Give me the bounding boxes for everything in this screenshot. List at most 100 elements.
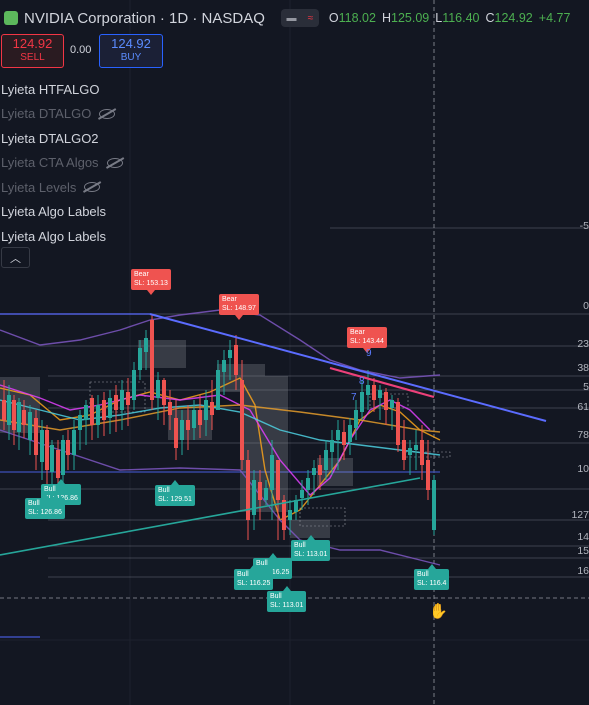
minus-icon: ▬	[286, 12, 297, 24]
sell-label: SELL	[20, 52, 45, 63]
candle-body	[192, 410, 196, 428]
bull-signal-tag[interactable]: Bull SL: 116.4	[414, 564, 450, 590]
candle-body	[72, 430, 76, 455]
candle-body	[210, 402, 214, 415]
eye-off-icon[interactable]	[84, 182, 101, 193]
spread-value: 0.00	[70, 44, 92, 56]
candle-body	[258, 482, 262, 500]
candle-body	[17, 402, 21, 432]
candle-body	[378, 390, 382, 398]
candle-body	[288, 510, 292, 520]
price-axis-label: -5	[579, 220, 589, 232]
candle-body	[108, 398, 112, 418]
candle-body	[198, 410, 202, 425]
candle-body	[414, 445, 418, 450]
price-axis-label: 15	[577, 545, 589, 557]
candle-body	[22, 410, 26, 425]
nvidia-logo-icon	[4, 11, 18, 25]
eye-off-icon[interactable]	[99, 108, 116, 119]
candle-body	[402, 440, 406, 460]
price-axis-label: 16	[577, 565, 589, 577]
candle-body	[420, 440, 424, 465]
candle-body	[270, 455, 274, 490]
price-axis-label: 23	[577, 338, 589, 350]
equals-icon: ≈	[307, 12, 314, 24]
price-axis-label: 0	[583, 300, 589, 312]
candle-body	[282, 500, 286, 530]
candle-body	[2, 400, 6, 420]
buy-price: 124.92	[111, 36, 151, 51]
candle-body	[61, 440, 65, 475]
indicator-item[interactable]: Lyieta Levels	[1, 175, 123, 200]
buy-label: BUY	[120, 52, 142, 63]
symbol-title[interactable]: NVIDIA Corporation · 1D · NASDAQ	[24, 9, 265, 27]
candle-body	[360, 392, 364, 412]
indicator-item[interactable]: Lyieta Algo Labels	[1, 204, 107, 220]
candle-body	[132, 370, 136, 400]
indicator-item[interactable]: Lyieta DTALGO2	[1, 130, 99, 146]
candle-body	[330, 440, 334, 452]
indicator-item[interactable]: Lyieta Algo Labels	[1, 228, 107, 244]
candle-body	[306, 478, 310, 490]
buy-button[interactable]: 124.92 BUY	[99, 34, 163, 68]
candle-body	[426, 460, 430, 490]
candle-body	[66, 440, 70, 455]
visibility-toggle[interactable]: ▬ ≈	[280, 9, 319, 27]
candle-body	[40, 430, 44, 462]
candle-body	[186, 420, 190, 430]
candle-body	[34, 418, 38, 455]
candle-body	[324, 450, 328, 470]
wave-count-label: 7	[351, 392, 357, 403]
candle-body	[384, 392, 388, 410]
price-axis-label: 61	[577, 401, 589, 413]
sell-button[interactable]: 124.92 SELL	[1, 34, 64, 68]
candle-body	[228, 350, 232, 358]
candle-body	[234, 345, 238, 375]
indicator-item[interactable]: Lyieta HTFALGO	[1, 81, 100, 97]
bull-signal-tag[interactable]: Bull SL: 113.01	[267, 586, 307, 612]
bull-signal-tag[interactable]: Bull SL: 129.51	[155, 480, 195, 506]
candle-body	[96, 405, 100, 425]
candle-body	[144, 338, 148, 352]
eye-off-icon[interactable]	[106, 157, 123, 168]
candle-body	[50, 445, 54, 472]
wave-count-label: 9	[366, 348, 372, 359]
bear-signal-tag[interactable]: Bear SL: 148.97	[219, 294, 259, 320]
candle-body	[222, 360, 226, 372]
candle-body	[156, 380, 160, 398]
candle-body	[366, 385, 370, 395]
price-axis-label: 38	[577, 362, 589, 374]
bull-signal-tag[interactable]: Bull SL: 113.01	[291, 535, 331, 561]
hand-cursor-icon: ✋	[429, 603, 448, 620]
bear-signal-tag[interactable]: Bear SL: 143.44	[347, 327, 387, 353]
candle-body	[84, 405, 88, 420]
indicator-item[interactable]: Lyieta DTALGO	[1, 102, 123, 127]
candle-body	[240, 380, 244, 460]
candle-body	[45, 430, 49, 470]
candle-body	[216, 370, 220, 410]
candle-body	[294, 500, 298, 512]
candle-body	[204, 400, 208, 420]
candle-body	[348, 425, 352, 442]
ohlc-readout: O118.02 H125.09 L116.40 C124.92 +4.77	[328, 11, 571, 25]
candle-body	[126, 392, 130, 405]
moving-average-line	[0, 377, 441, 521]
candle-body	[318, 465, 322, 475]
chart-header: NVIDIA Corporation · 1D · NASDAQ ▬ ≈ O118…	[0, 6, 576, 30]
indicator-legend: Lyieta HTFALGO Lyieta DTALGO Lyieta DTAL…	[1, 77, 123, 249]
bear-signal-tag[interactable]: Bear SL: 153.13	[131, 269, 171, 295]
candle-body	[120, 390, 124, 410]
candle-body	[252, 480, 256, 515]
candle-body	[56, 450, 60, 478]
candle-body	[180, 420, 184, 440]
candle-body	[336, 430, 340, 440]
indicator-item[interactable]: Lyieta CTA Algos	[1, 151, 123, 176]
candle-body	[300, 490, 304, 498]
candle-body	[90, 398, 94, 425]
candle-body	[390, 400, 394, 408]
candle-body	[102, 400, 106, 420]
collapse-legend-button[interactable]: ︿	[1, 247, 30, 268]
